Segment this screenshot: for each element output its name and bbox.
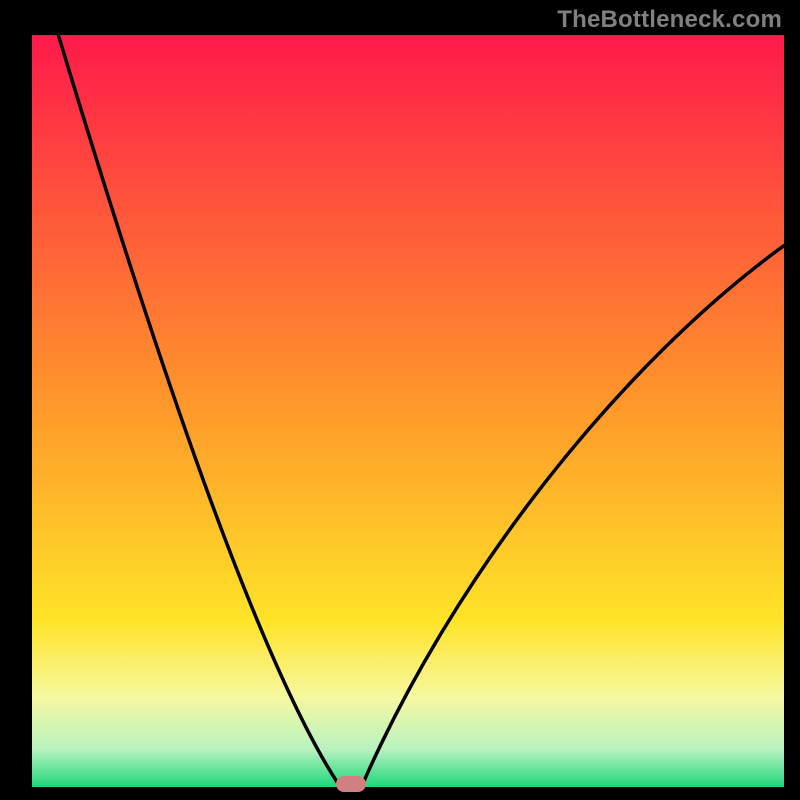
watermark-text: TheBottleneck.com (557, 6, 782, 34)
chart-frame: TheBottleneck.com (0, 0, 800, 800)
curve-left-branch (58, 35, 340, 787)
bottleneck-curve (32, 35, 784, 787)
curve-right-branch (361, 246, 784, 787)
plot-area (32, 35, 784, 787)
optimum-marker (336, 776, 366, 791)
